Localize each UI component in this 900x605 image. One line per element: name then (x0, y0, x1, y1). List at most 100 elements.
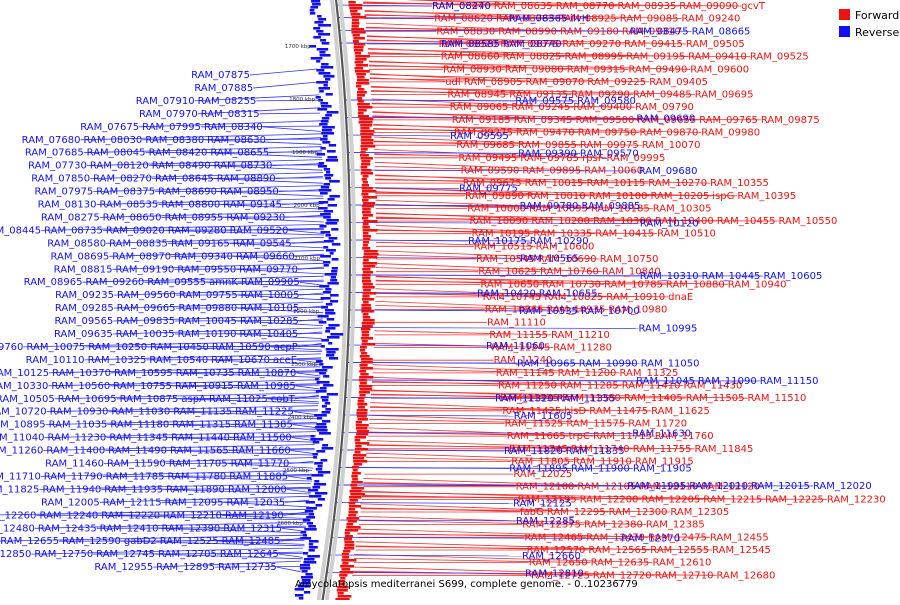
reverse-gene-label: RAM_11660 (232, 446, 291, 457)
forward-feature-tick (363, 250, 378, 253)
forward-connector-line (366, 36, 686, 45)
forward-gene-label: RAM_09410 (688, 52, 747, 63)
forward-feature-tick (349, 7, 363, 10)
forward-feature-tick (363, 256, 378, 259)
forward-feature-tick (359, 349, 366, 352)
reverse-gene-label: aspA (181, 394, 206, 405)
forward-gene-label: RAM_12305 (670, 507, 729, 518)
reverse-gene-label: RAM_08730 (214, 161, 273, 172)
reverse-connector-line (43, 444, 315, 451)
reverse-connector-line (113, 314, 323, 322)
forward-gene-label: RAM_09185 (452, 115, 511, 126)
forward-feature-tick (348, 4, 363, 7)
forward-gene-label: RAM_10270 (648, 178, 707, 189)
reverse-gene-label: RAM_08130 (38, 200, 97, 211)
reverse-feature-tick (314, 462, 323, 465)
reverse-gene-label: RAM_11180 (110, 420, 169, 431)
forward-gene-label: rpsF (582, 153, 604, 164)
forward-feature-tick (357, 403, 368, 406)
forward-feature-tick (348, 502, 356, 505)
reverse-gene-label: RAM_11900 (571, 464, 630, 475)
reverse-feature-tick (327, 204, 337, 207)
reverse-feature-tick (308, 525, 316, 528)
reverse-connector-line (23, 340, 322, 348)
backbone-arc-1 (320, 0, 352, 605)
reverse-feature-tick (318, 99, 323, 102)
reverse-feature-tick (315, 96, 321, 99)
forward-gene-label: RAM_12120 (701, 482, 760, 493)
reverse-feature-tick (326, 219, 339, 222)
forward-gene-label: RAM_10200 (531, 216, 590, 227)
forward-gene-label: RAM_10070 (642, 140, 701, 151)
forward-connector-line (361, 491, 766, 500)
forward-gene-label: RAM_11380 (562, 393, 621, 404)
scale-label: 2300 kbp (291, 362, 317, 368)
forward-connector-line (375, 213, 717, 222)
forward-gene-label: RAM_09695 (695, 90, 754, 101)
reverse-feature-tick (305, 501, 315, 504)
forward-feature-tick (361, 169, 372, 172)
forward-feature-tick (360, 337, 373, 340)
reverse-feature-tick (310, 435, 315, 438)
reverse-feature-tick (320, 459, 328, 462)
forward-gene-label: RAM_12100 (516, 482, 575, 493)
reverse-gene-label: RAM_12095 (165, 497, 224, 508)
reverse-gene-label: RAM_11385 (234, 420, 293, 431)
forward-gene-label: RAM_11245 (491, 343, 550, 354)
reverse-feature-tick (325, 177, 332, 180)
reverse-feature-tick (329, 180, 340, 183)
reverse-connector-line (113, 301, 324, 309)
forward-gene-label: RAM_10195 (472, 229, 531, 240)
reverse-connector-line (288, 230, 324, 234)
forward-feature-tick (351, 481, 363, 484)
reverse-gene-label: RAM_08445 (0, 225, 41, 236)
reverse-gene-label: RAM_10720 (0, 407, 47, 418)
forward-feature-tick (357, 100, 364, 103)
forward-feature-tick (355, 421, 362, 424)
forward-connector-line (375, 250, 600, 260)
reverse-feature-tick (298, 597, 304, 600)
forward-gene-label: RAM_09270 (562, 39, 621, 50)
forward-feature-tick (344, 541, 355, 544)
reverse-gene-label: RAM_09775 (459, 184, 518, 195)
reverse-gene-label: RAM_10420 (477, 289, 536, 300)
scale-label: 1800 kbp (289, 97, 315, 103)
forward-feature-tick (362, 280, 372, 283)
forward-gene-label: RAM_11145 (496, 368, 555, 379)
forward-feature-tick (361, 325, 373, 328)
forward-gene-label: RAM_08765 (496, 14, 555, 25)
forward-gene-label: RAM_09310 (622, 26, 681, 37)
reverse-connector-line (229, 242, 325, 249)
forward-feature-tick (362, 175, 369, 178)
reverse-connector-line (161, 501, 310, 503)
forward-feature-tick (360, 154, 369, 157)
forward-feature-tick (359, 394, 366, 397)
reverse-gene-label: RAM_09835 (116, 316, 175, 327)
reverse-gene-label: RAM_07970 (139, 109, 198, 120)
reverse-gene-label: RAM_09680 (639, 166, 698, 177)
forward-feature-tick (361, 142, 374, 145)
reverse-connector-line (93, 553, 303, 555)
forward-gene-label: RAM_10625 (478, 267, 537, 278)
reverse-gene-label: RAM_09390 (518, 149, 577, 160)
reverse-gene-label: RAM_10445 (702, 271, 761, 282)
forward-feature-tick (359, 391, 370, 394)
reverse-feature-tick (294, 588, 304, 591)
reverse-feature-tick (315, 426, 327, 429)
forward-feature-tick (361, 304, 371, 307)
reverse-feature-tick (325, 327, 336, 330)
reverse-connector-line (346, 362, 641, 364)
reverse-connector-line (108, 410, 318, 413)
reverse-feature-tick (318, 24, 331, 27)
reverse-feature-tick (330, 279, 338, 282)
forward-feature-tick (353, 454, 367, 457)
reverse-connector-line (166, 450, 315, 456)
forward-connector-line (370, 90, 633, 95)
forward-feature-tick (353, 43, 366, 46)
reverse-feature-tick (321, 117, 330, 120)
forward-feature-tick (362, 268, 371, 271)
forward-feature-tick (346, 526, 361, 529)
reverse-gene-label: RAM_08490 (152, 161, 211, 172)
forward-feature-tick (356, 430, 369, 433)
forward-gene-label: RAM_11250 (498, 381, 557, 392)
